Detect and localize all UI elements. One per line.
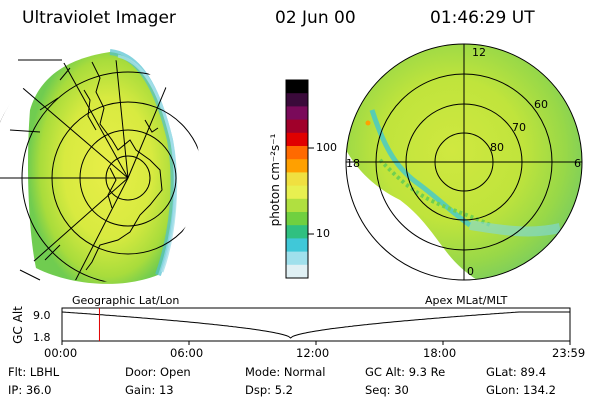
- status-seq: Seq: 30: [365, 383, 409, 397]
- status-gc-alt: GC Alt: 9.3 Re: [365, 365, 446, 379]
- status-mode: Mode: Normal: [245, 365, 326, 379]
- xtick-12-00: 12:00: [296, 346, 330, 360]
- colorbar: [285, 79, 314, 279]
- lat-label-60: 60: [534, 98, 548, 111]
- colorbar-band: [286, 264, 308, 279]
- geographic-caption: Geographic Lat/Lon: [72, 294, 180, 307]
- colorbar-band: [286, 212, 308, 226]
- lat-label-70: 70: [512, 121, 526, 134]
- colorbar-band: [286, 238, 308, 253]
- date-label: 02 Jun 00: [275, 8, 356, 28]
- status-gain: Gain: 13: [125, 383, 174, 397]
- instrument-title: Ultraviolet Imager: [22, 8, 176, 28]
- xtick-23-59: 23:59: [552, 346, 586, 360]
- ytick-1-8: 1.8: [33, 331, 51, 344]
- colorbar-band: [286, 159, 308, 173]
- mlt-label-0: 0: [467, 265, 474, 278]
- colorbar-band: [286, 119, 308, 134]
- geographic-image: [0, 49, 200, 284]
- timeline-axis-label: GC Alt: [11, 306, 25, 344]
- mlt-label-12: 12: [472, 46, 486, 59]
- status-door: Door: Open: [125, 365, 191, 379]
- lat-label-80: 80: [490, 141, 504, 154]
- colorbar-band: [286, 251, 308, 266]
- colorbar-band: [286, 106, 308, 121]
- colorbar-band: [286, 93, 308, 107]
- colorbar-unit-label: photon cm⁻²s⁻¹: [268, 133, 282, 226]
- colorbar-tick-10: 10: [316, 227, 330, 240]
- altitude-timeline: [61, 307, 571, 345]
- mlt-label-18: 18: [346, 157, 360, 170]
- colorbar-band: [286, 185, 308, 200]
- colorbar-tick-100: 100: [316, 141, 337, 154]
- colorbar-band: [286, 172, 308, 187]
- polar-plot: [345, 43, 583, 281]
- xtick-06-00: 06:00: [170, 346, 204, 360]
- status-glat: GLat: 89.4: [486, 365, 547, 379]
- colorbar-band: [286, 198, 308, 213]
- status-dsp: Dsp: 5.2: [245, 383, 293, 397]
- xtick-18-00: 18:00: [423, 346, 457, 360]
- colorbar-band: [286, 225, 308, 239]
- ytick-9: 9.0: [33, 309, 51, 322]
- colorbar-band: [286, 146, 308, 160]
- apex-caption: Apex MLat/MLT: [425, 294, 508, 307]
- status-filter: Flt: LBHL: [8, 365, 60, 379]
- xtick-00-00: 00:00: [44, 346, 78, 360]
- status-glon: GLon: 134.2: [486, 383, 556, 397]
- mlt-label-6: 6: [574, 157, 581, 170]
- colorbar-band: [286, 80, 308, 94]
- status-ip: IP: 36.0: [8, 383, 52, 397]
- time-label: 01:46:29 UT: [430, 8, 535, 28]
- colorbar-band: [286, 132, 308, 147]
